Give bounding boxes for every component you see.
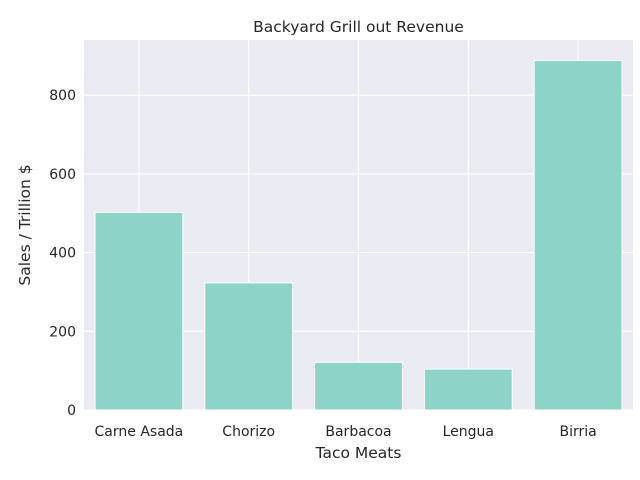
bar-carne-asada: [94, 211, 184, 411]
y-tick-label: 800: [49, 88, 76, 104]
bar-barbacoa: [314, 361, 403, 411]
y-axis-label: Sales / Trillion $: [16, 164, 34, 285]
x-tick-label: Barbacoa: [325, 424, 391, 440]
y-tick-label: 200: [49, 324, 76, 340]
y-tick-label: 400: [49, 246, 76, 262]
x-axis-label: Taco Meats: [315, 444, 402, 462]
bar-birria: [533, 59, 623, 411]
y-tick-label: 600: [49, 167, 76, 183]
y-tick-label: 0: [67, 403, 76, 419]
bar-lengua: [423, 368, 513, 411]
y-tick-labels: 0 200 400 600 800: [49, 88, 76, 419]
bar-chorizo: [204, 282, 294, 411]
bars: [94, 59, 623, 411]
x-tick-label: Birria: [559, 424, 596, 440]
x-tick-label: Lengua: [443, 424, 494, 440]
x-tick-labels: Carne Asada Chorizo Barbacoa Lengua Birria: [95, 424, 597, 440]
x-tick-label: Chorizo: [222, 424, 275, 440]
x-tick-label: Carne Asada: [95, 424, 184, 440]
chart-title: Backyard Grill out Revenue: [253, 18, 464, 36]
